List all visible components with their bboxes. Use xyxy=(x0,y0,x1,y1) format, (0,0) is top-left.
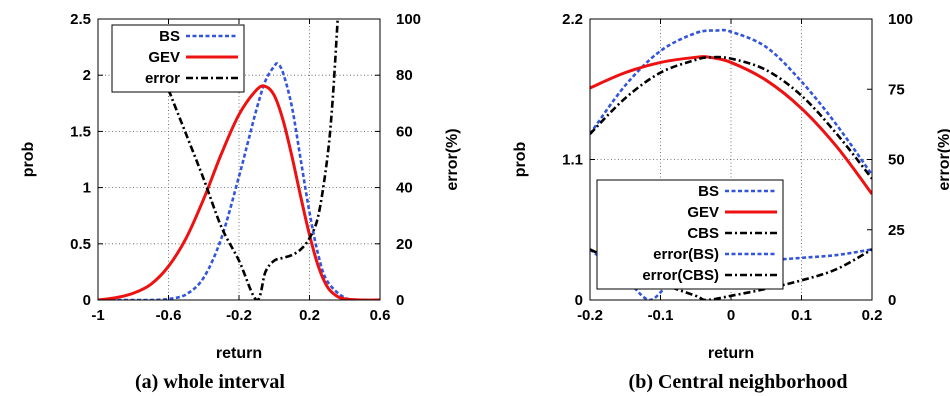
x-tick-label: -0.2 xyxy=(226,307,252,324)
y-tick-label: 1 xyxy=(83,180,91,197)
y-tick-label: 0.5 xyxy=(70,236,91,253)
y-tick-label: 1.1 xyxy=(562,152,583,169)
x-tick-label: 0.2 xyxy=(299,307,320,324)
y-tick-label: 2.2 xyxy=(562,11,583,28)
y2-tick-label: 100 xyxy=(396,11,421,28)
x-tick-label: -0.2 xyxy=(577,307,603,324)
legend-label: error(BS) xyxy=(653,246,719,263)
legend-label: CBS xyxy=(687,225,719,242)
x-tick-label: -1 xyxy=(91,307,104,324)
y2-tick-label: 40 xyxy=(396,180,413,197)
legend-label: error xyxy=(145,70,180,87)
y2-tick-label: 25 xyxy=(888,222,905,239)
series-line-error-cbs- xyxy=(590,248,872,300)
y2-tick-label: 50 xyxy=(888,152,905,169)
y2-tick-label: 60 xyxy=(396,123,413,140)
series-line-bs xyxy=(590,28,872,176)
legend-box xyxy=(596,179,784,290)
y-tick-label: 0 xyxy=(575,292,583,309)
series-line-gev xyxy=(98,84,380,300)
y-axis-label: prob xyxy=(20,142,37,178)
x-axis-label: return xyxy=(216,345,262,362)
series-line-error xyxy=(158,19,339,300)
x-tick-label: 0.2 xyxy=(862,307,883,324)
legend-label: GEV xyxy=(687,204,719,221)
chart-caption: (b) Central neighborhood xyxy=(629,371,848,393)
y-tick-label: 2 xyxy=(83,67,91,84)
x-tick-label: 0.1 xyxy=(791,307,812,324)
series-line-gev xyxy=(590,55,872,195)
y2-axis-label: error(%) xyxy=(444,128,461,190)
x-tick-label: -0.6 xyxy=(156,307,182,324)
x-tick-label: -0.1 xyxy=(648,307,674,324)
series-line-cbs xyxy=(590,55,872,180)
chart-a: -1 -0.6 -0.2 0.2 0.6 0 0.5 1 1.5 2 2.5 0 20 40 60 80 100… xyxy=(20,11,461,393)
y-tick-label: 0 xyxy=(83,292,91,309)
y2-tick-label: 0 xyxy=(396,292,404,309)
x-tick-label: 0.6 xyxy=(370,307,391,324)
chart-b: -0.2 -0.1 0 0.1 0.2 0 1.1 2.2 0 25 50 75 100 return pr… xyxy=(512,11,950,393)
y-tick-label: 2.5 xyxy=(70,11,91,28)
y2-tick-label: 80 xyxy=(396,67,413,84)
legend: BS GEV error xyxy=(111,24,245,93)
series-group xyxy=(98,19,380,300)
y2-tick-label: 20 xyxy=(396,236,413,253)
x-tick-label: 0 xyxy=(727,307,735,324)
y2-tick-label: 75 xyxy=(888,81,905,98)
legend-label: BS xyxy=(698,183,719,200)
series-line-bs xyxy=(98,62,380,300)
legend-label: GEV xyxy=(148,49,180,66)
y2-axis-label: error(%) xyxy=(936,128,950,190)
legend-label: error(CBS) xyxy=(642,267,719,284)
y-axis-label: prob xyxy=(512,142,529,178)
y-tick-label: 1.5 xyxy=(70,123,91,140)
legend-label: BS xyxy=(159,28,180,45)
chart-caption: (a) whole interval xyxy=(135,371,285,393)
y2-tick-label: 100 xyxy=(888,11,913,28)
x-axis-label: return xyxy=(708,345,754,362)
y2-tick-label: 0 xyxy=(888,292,896,309)
legend: BS GEV CBS error(BS) error(CBS) xyxy=(596,179,784,290)
